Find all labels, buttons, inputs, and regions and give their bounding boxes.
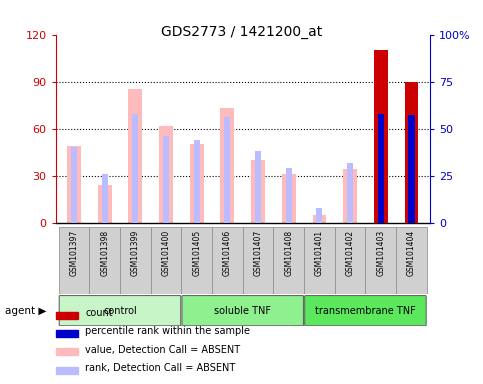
Text: GSM101404: GSM101404 — [407, 230, 416, 276]
Bar — [273, 227, 304, 294]
Bar — [212, 227, 243, 294]
Bar — [98, 185, 112, 223]
Bar — [224, 118, 230, 223]
Bar — [190, 144, 204, 223]
Bar — [56, 330, 78, 337]
Text: control: control — [103, 306, 137, 316]
Text: GSM101398: GSM101398 — [100, 230, 109, 276]
Bar — [67, 146, 81, 223]
Bar — [132, 114, 139, 223]
Bar — [378, 114, 384, 223]
Bar — [251, 160, 265, 223]
Text: GSM101403: GSM101403 — [376, 230, 385, 276]
Bar — [151, 227, 181, 294]
Text: percentile rank within the sample: percentile rank within the sample — [85, 326, 251, 336]
Bar — [374, 50, 388, 223]
Text: GSM101400: GSM101400 — [161, 230, 170, 276]
Text: agent ▶: agent ▶ — [5, 306, 46, 316]
Bar — [243, 227, 273, 294]
Bar — [159, 126, 173, 223]
Text: GSM101407: GSM101407 — [254, 230, 263, 276]
Text: GSM101402: GSM101402 — [346, 230, 355, 276]
Bar — [220, 108, 234, 223]
Bar — [282, 174, 296, 223]
Bar — [56, 312, 78, 319]
FancyBboxPatch shape — [59, 296, 181, 326]
Bar — [89, 227, 120, 294]
Bar — [366, 227, 396, 294]
Bar — [58, 227, 89, 294]
FancyBboxPatch shape — [182, 296, 303, 326]
FancyBboxPatch shape — [305, 296, 426, 326]
Text: count: count — [85, 308, 113, 318]
Bar — [101, 174, 108, 223]
Text: GSM101406: GSM101406 — [223, 230, 232, 276]
Text: transmembrane TNF: transmembrane TNF — [315, 306, 416, 316]
Bar — [396, 227, 427, 294]
Text: rank, Detection Call = ABSENT: rank, Detection Call = ABSENT — [85, 363, 236, 373]
Bar — [313, 215, 327, 223]
Bar — [181, 227, 212, 294]
Bar — [128, 89, 142, 223]
Text: value, Detection Call = ABSENT: value, Detection Call = ABSENT — [85, 344, 241, 354]
Text: GSM101401: GSM101401 — [315, 230, 324, 276]
Bar — [56, 367, 78, 374]
Text: GSM101405: GSM101405 — [192, 230, 201, 276]
Text: GSM101408: GSM101408 — [284, 230, 293, 276]
Text: soluble TNF: soluble TNF — [214, 306, 271, 316]
Bar — [347, 162, 353, 223]
Text: GSM101399: GSM101399 — [131, 230, 140, 276]
Bar — [255, 151, 261, 223]
Bar — [163, 136, 169, 223]
Text: GDS2773 / 1421200_at: GDS2773 / 1421200_at — [161, 25, 322, 39]
Bar — [409, 116, 414, 223]
Bar — [304, 227, 335, 294]
Bar — [335, 227, 366, 294]
Bar — [71, 147, 77, 223]
Bar — [343, 169, 357, 223]
Bar — [405, 82, 418, 223]
Bar — [120, 227, 151, 294]
Bar — [285, 168, 292, 223]
Bar — [316, 208, 323, 223]
Bar — [194, 140, 200, 223]
Bar — [56, 348, 78, 355]
Text: GSM101397: GSM101397 — [70, 230, 78, 276]
